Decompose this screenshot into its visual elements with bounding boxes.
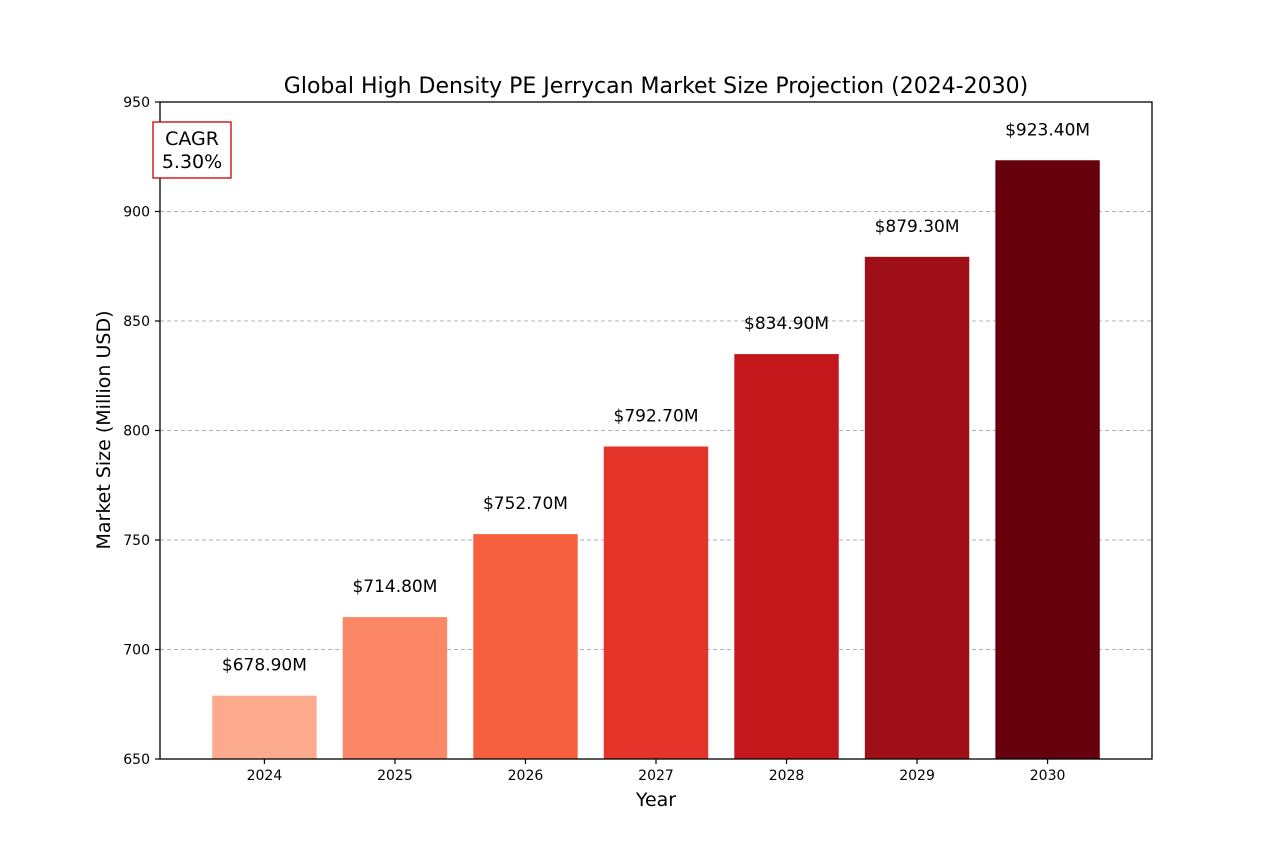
chart-title: Global High Density PE Jerrycan Market S… [284,74,1028,99]
axis-ticks: 650 700 750 800 850 900 950 2024 2025 2026 2027 202… [123,95,1065,784]
x-tick-label: 2027 [638,768,674,784]
x-tick-label: 2030 [1030,768,1066,784]
cagr-label: CAGR [165,128,219,150]
grid-lines [160,211,1152,650]
data-label-2029: $879.30M [875,217,960,237]
bar-2025 [342,617,448,759]
data-label-2026: $752.70M [483,494,568,514]
data-label-2025: $714.80M [352,577,437,597]
data-labels: $678.90M $714.80M $752.70M $792.70M $834.90M… [222,120,1090,675]
cagr-annotation: CAGR 5.30% [152,121,232,179]
y-axis-label: Market Size (Million USD) [93,310,115,549]
bar-2027 [603,446,709,759]
data-label-2028: $834.90M [744,314,829,334]
data-label-2027: $792.70M [614,406,699,426]
bar-2028 [734,354,839,759]
cagr-value: 5.30% [162,151,222,173]
data-label-2030: $923.40M [1005,120,1090,140]
x-tick-label: 2028 [769,768,805,784]
bars [212,160,1100,759]
bar-2030 [995,160,1100,759]
x-axis-label: Year [635,789,676,811]
y-tick-label: 950 [123,95,150,111]
bar-2029 [864,256,970,759]
bar-2024 [212,695,317,759]
y-tick-label: 800 [123,424,150,440]
x-tick-label: 2024 [247,768,283,784]
data-label-2024: $678.90M [222,656,307,676]
y-tick-label: 750 [123,533,150,549]
x-tick-label: 2029 [899,768,935,784]
x-tick-label: 2025 [377,768,413,784]
y-tick-label: 650 [123,752,150,768]
bar-2026 [473,534,578,759]
y-tick-label: 700 [123,643,150,659]
y-tick-label: 900 [123,205,150,221]
x-tick-label: 2026 [508,768,544,784]
cagr-box-border [152,121,232,179]
y-tick-label: 850 [123,314,150,330]
